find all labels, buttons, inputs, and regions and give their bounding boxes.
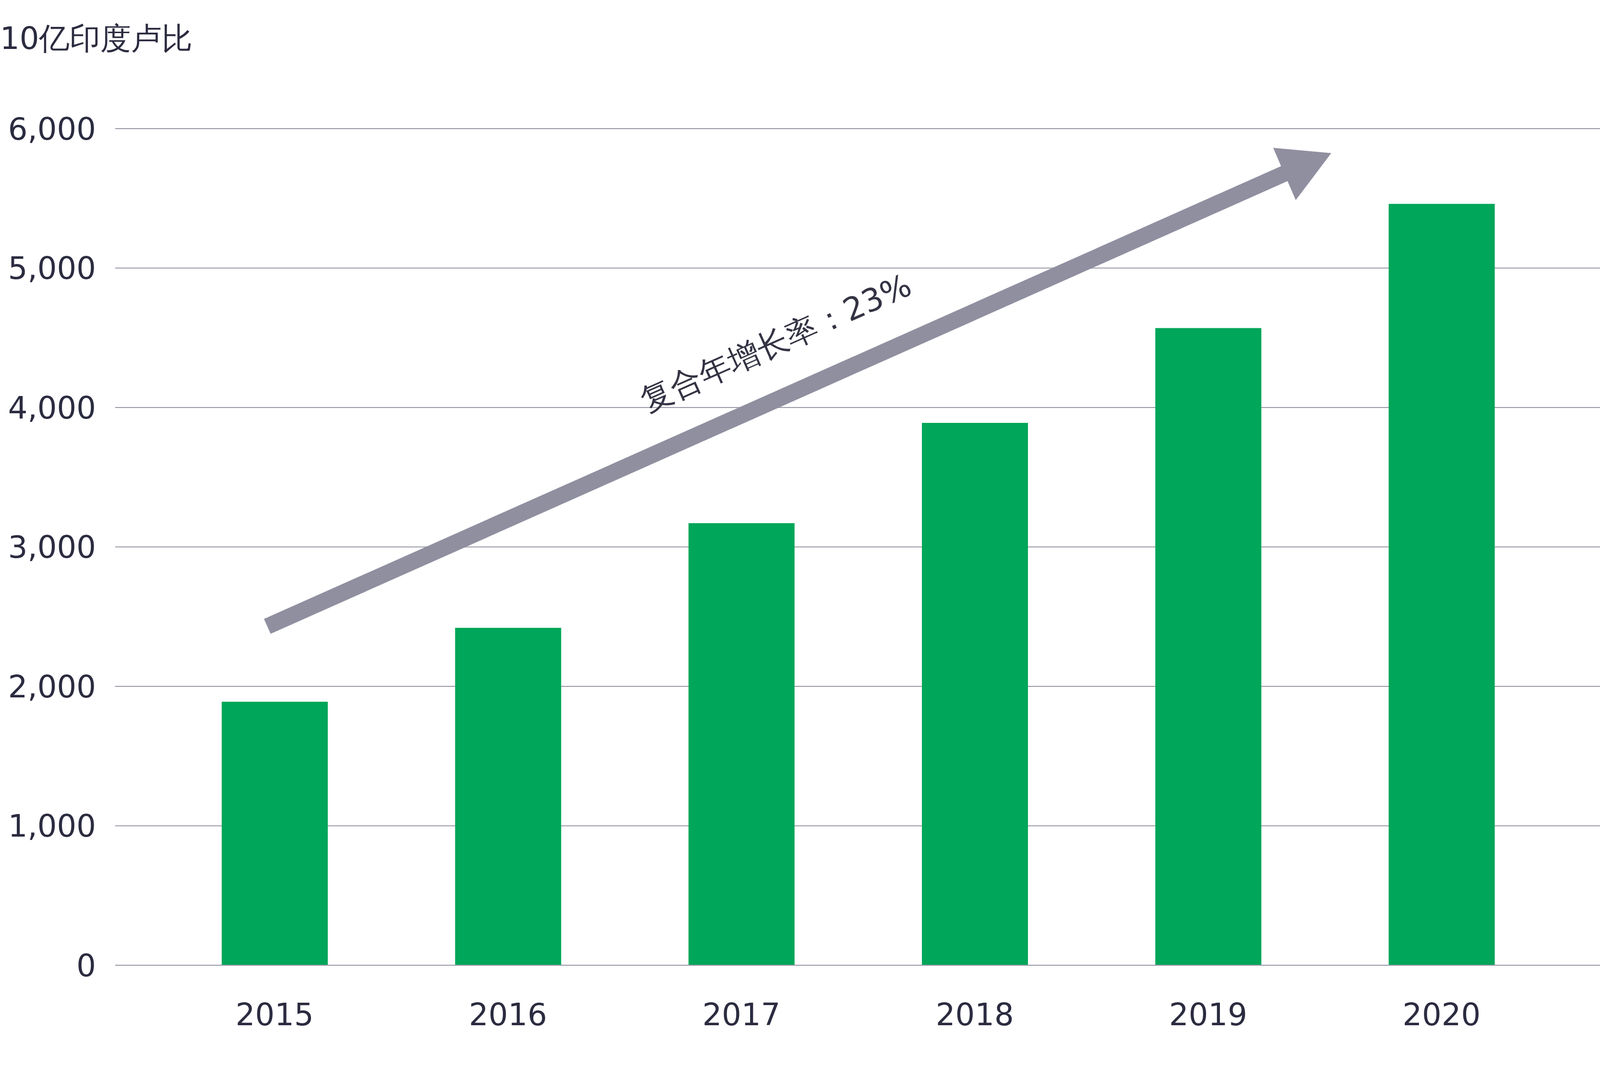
svg-text:复合年增长率：23%: 复合年增长率：23%: [634, 266, 917, 419]
svg-text:5,000: 5,000: [8, 250, 96, 287]
svg-text:2015: 2015: [235, 996, 314, 1033]
svg-text:3,000: 3,000: [8, 529, 96, 565]
svg-text:2,000: 2,000: [8, 668, 96, 705]
svg-text:2019: 2019: [1169, 996, 1248, 1033]
svg-text:2018: 2018: [935, 996, 1015, 1033]
svg-text:6,000: 6,000: [8, 111, 96, 147]
svg-text:0: 0: [76, 947, 96, 984]
svg-text:4,000: 4,000: [8, 390, 96, 426]
html-text:10亿印度卢比: 10亿印度卢比: [0, 20, 193, 57]
svg-text:2017: 2017: [702, 996, 781, 1033]
svg-text:2016: 2016: [468, 996, 548, 1033]
svg-text:2020: 2020: [1402, 996, 1481, 1033]
svg-text:1,000: 1,000: [8, 808, 96, 844]
